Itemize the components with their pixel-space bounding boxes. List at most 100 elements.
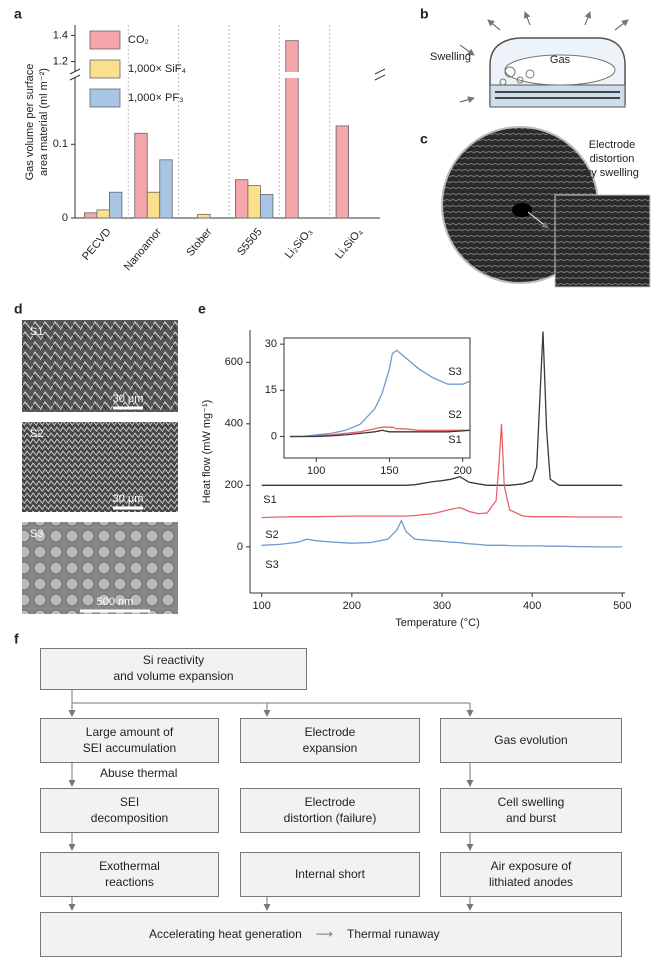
line [261,331,623,486]
y-tick-label: 1.2 [53,55,68,67]
x-tick-label: 100 [307,465,325,477]
x-axis-label: Temperature (°C) [395,617,479,629]
bar [247,185,261,219]
x-tick-label: 150 [380,465,398,477]
x-tick-label: 200 [453,465,471,477]
axis-break [374,68,386,75]
line [289,426,470,438]
axis-break [374,74,386,81]
y-tick-label: 0 [62,212,68,224]
flow-box: Electrode expansion [240,718,420,763]
panel-label: e [198,301,206,317]
axis-break [69,74,81,81]
legend-label: 1,000× PF₃ [128,92,184,104]
image-label: S2 [30,428,43,440]
series-label: S1 [263,494,276,506]
diagram-label: Gas [550,54,571,66]
series-label: S2 [448,409,461,421]
y-tick-label: 400 [225,418,243,430]
caption: Electrode distortion by swelling [585,139,639,179]
panel-label: a [14,6,22,22]
bar [109,191,123,219]
x-tick-label: Li₂SiO₃ [283,226,315,261]
y-tick-label: 600 [225,356,243,368]
y-axis-label: Heat flow (mW mg⁻¹) [201,400,213,504]
flow-box: SEI decomposition [40,788,219,833]
bar [285,40,299,219]
y-tick-label: 30 [265,338,277,350]
legend-swatch [89,30,121,50]
line [289,349,471,438]
arrow: ⟶ [315,926,333,941]
y-tick-label: 200 [225,479,243,491]
image-label: S3 [30,528,43,540]
flow-box: Gas evolution [440,718,622,763]
scale-label: 30 μm [113,493,144,505]
x-tick-label: 400 [523,600,541,612]
bar [159,159,173,219]
bar [235,179,249,219]
bar [197,213,211,219]
y-tick-label: 0.1 [53,138,68,150]
x-tick-label: Nanoamor [122,226,164,273]
line [289,429,471,438]
scale-label: 500 nm [97,596,134,608]
x-tick-label: 500 [613,600,631,612]
swelling-diagram [459,11,629,108]
x-tick-label: Stober [184,226,214,259]
flow-box: Air exposure of lithiated anodes [440,852,622,897]
legend-swatch [89,88,121,108]
bar [335,125,349,219]
x-tick-label: 100 [253,600,271,612]
flow-box: Cell swelling and burst [440,788,622,833]
panel-label: f [14,631,19,647]
flow-box: Large amount of SEI accumulation [40,718,219,763]
x-tick-label: S5505 [235,226,265,258]
flow-note: Abuse thermal [100,766,178,780]
x-tick-label: 200 [343,600,361,612]
diagram-label: Swelling [430,51,471,63]
inset-frame [283,337,471,459]
flow-text: Thermal runaway [346,926,440,941]
line [261,519,623,548]
electrode-image [441,126,651,288]
bar [96,209,110,219]
panel-label: d [14,301,23,317]
flow-box: Accelerating heat generation ⟶ Thermal r… [40,912,622,957]
x-tick-label: PECVD [80,226,114,263]
bar [134,132,148,219]
flow-text: Accelerating heat generation [149,926,302,941]
series-label: S3 [448,366,461,378]
flow-box: Internal short [240,852,420,897]
flow-box: Electrode distortion (failure) [240,788,420,833]
y-tick-label: 15 [265,384,277,396]
legend-label: 1,000× SiF₄ [128,63,187,75]
series-label: S2 [265,529,278,541]
bar [146,191,161,219]
image-label: S1 [30,326,43,338]
bar [260,194,274,219]
scale-label: 30 μm [113,393,144,405]
legend-swatch [89,59,121,79]
y-axis-label: Gas volume per surface [24,64,36,181]
y-tick-label: 0 [271,430,277,442]
y-tick-label: 1.4 [53,29,68,41]
bar-break-gap [284,72,300,78]
y-axis-label: area material (ml m⁻²) [38,68,50,176]
y-tick-label: 0 [237,541,243,553]
flow-box: Exothermal reactions [40,852,219,897]
series-label: S1 [448,434,461,446]
x-tick-label: 300 [433,600,451,612]
panel-label: c [420,131,428,147]
sem-image [22,522,178,614]
panel-label: b [420,6,429,22]
x-tick-label: Li₄SiO₄ [333,226,366,262]
sem-image [22,422,178,512]
legend-label: CO₂ [128,34,149,46]
sem-image [22,320,178,412]
axis-break [69,68,81,75]
flow-box: Si reactivity and volume expansion [40,648,307,690]
line [261,423,623,519]
